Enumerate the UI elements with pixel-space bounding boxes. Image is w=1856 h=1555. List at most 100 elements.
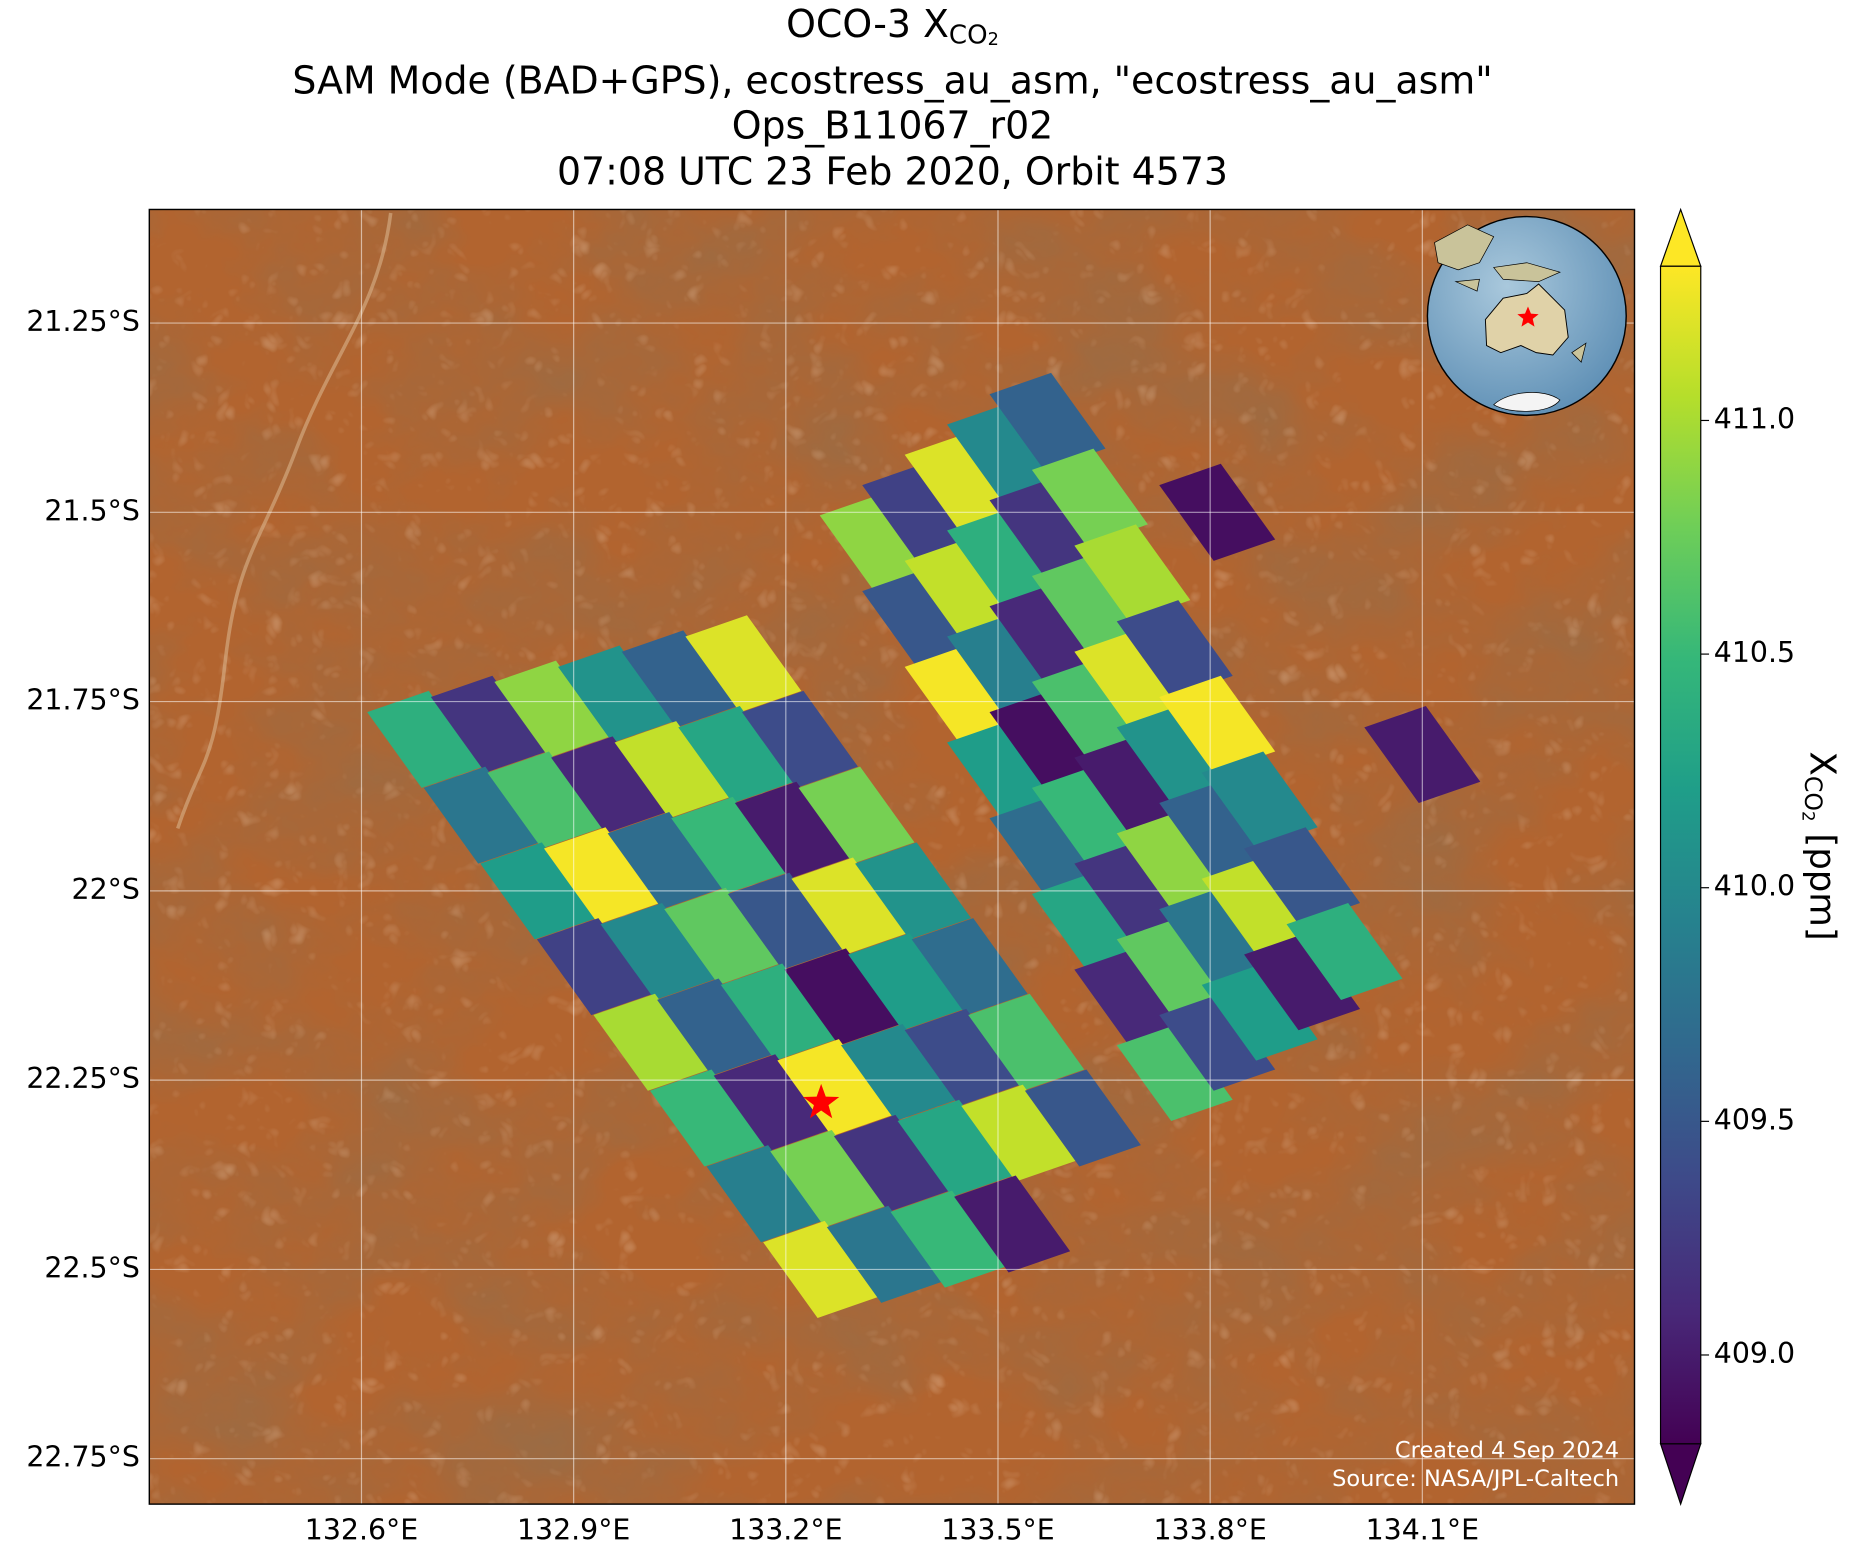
- sounding: [819, 494, 936, 592]
- sounding: [1159, 675, 1276, 773]
- sounding: [989, 690, 1106, 788]
- sounding: [593, 993, 710, 1091]
- title-text: OCO-3 X: [786, 2, 949, 46]
- colorbar-label-subsub: 2: [1799, 811, 1818, 822]
- y-tick-label: 22.75°S: [26, 1441, 140, 1474]
- sounding: [558, 645, 675, 743]
- globe-asia: [1434, 224, 1561, 292]
- sounding: [607, 812, 724, 910]
- sounding: [650, 1069, 766, 1167]
- sounding: [833, 1114, 950, 1212]
- colorbar-label-sub: CO: [1800, 776, 1828, 811]
- subtitle: Ops_B11067_r02: [732, 103, 1054, 147]
- sounding: [1201, 751, 1318, 849]
- x-tick-label: 133.8°E: [1153, 1513, 1266, 1546]
- inset-globe: [1426, 215, 1627, 417]
- sounding: [1244, 933, 1361, 1031]
- sounding: [989, 584, 1106, 682]
- sounding: [947, 509, 1064, 607]
- sounding: [897, 1099, 1014, 1197]
- colorbar-body: [1659, 265, 1702, 1445]
- sounding: [848, 933, 965, 1031]
- sounding: [1201, 963, 1318, 1061]
- colorbar-extend-top: [1659, 207, 1702, 267]
- sounding: [1286, 902, 1403, 1000]
- sounding: [713, 1054, 830, 1152]
- sounding: [614, 721, 731, 819]
- sounding: [1116, 1024, 1233, 1122]
- globe-antarctica: [1493, 392, 1561, 412]
- sounding: [1031, 766, 1148, 864]
- sounding: [911, 918, 1028, 1016]
- sounding: [536, 918, 653, 1016]
- sounding: [904, 539, 1021, 637]
- sounding: [961, 1084, 1078, 1182]
- sounding: [1031, 872, 1148, 970]
- sounding: [678, 706, 795, 804]
- sounding: [720, 963, 837, 1061]
- sounding: [430, 675, 547, 773]
- credit-line: Created 4 Sep 2024: [1395, 1437, 1619, 1463]
- sounding: [947, 403, 1064, 501]
- colorbar-tick-label: 410.0: [1714, 870, 1795, 903]
- title-main: OCO-3 XCO2: [786, 2, 999, 51]
- colorbar-extend-bottom: [1659, 1443, 1702, 1506]
- sounding: [947, 721, 1064, 819]
- sounding: [1031, 660, 1148, 758]
- y-tick-label: 21.5°S: [44, 494, 139, 527]
- sounding: [1031, 554, 1148, 652]
- globe-marker: [1517, 306, 1539, 327]
- sounding: [826, 1205, 943, 1303]
- sounding: [685, 615, 802, 713]
- subtitle: 07:08 UTC 23 Feb 2020, Orbit 4573: [557, 149, 1228, 193]
- sounding: [862, 569, 979, 667]
- sounding: [671, 796, 788, 894]
- x-tick-label: 132.9°E: [517, 1513, 630, 1546]
- y-tick-label: 21.75°S: [26, 684, 140, 717]
- y-tick-label: 21.25°S: [26, 305, 140, 338]
- x-tick-label: 132.6°E: [305, 1513, 418, 1546]
- sounding: [706, 1145, 823, 1243]
- globe-nz: [1571, 342, 1587, 363]
- sounding: [1159, 993, 1276, 1091]
- axes-frame: [148, 208, 1636, 1505]
- sounding: [657, 978, 774, 1076]
- sounding: [487, 751, 604, 849]
- y-tick-label: 22°S: [72, 873, 140, 906]
- sounding: [1159, 781, 1276, 879]
- sounding: [734, 781, 851, 879]
- colorbar-label-unit: [ppm]: [1801, 833, 1842, 940]
- sounding: [423, 766, 540, 864]
- sounding: [1244, 827, 1361, 925]
- sounding: [770, 1130, 887, 1228]
- colorbar-label-text: X: [1801, 752, 1842, 776]
- sounding: [1031, 448, 1148, 546]
- sounding: [1116, 706, 1233, 804]
- sounding: [664, 887, 781, 985]
- colorbar-tick-label: 410.5: [1714, 636, 1795, 669]
- sounding: [1159, 887, 1276, 985]
- sounding: [621, 630, 738, 728]
- sounding: [904, 433, 1021, 531]
- y-tick-label: 22.5°S: [44, 1251, 139, 1284]
- sounding: [1116, 600, 1233, 698]
- subtitle: SAM Mode (BAD+GPS), ecostress_au_asm, "e…: [292, 58, 1492, 102]
- sounding: [954, 1175, 1071, 1273]
- axis-labels: 132.6°E 132.9°E 133.2°E 133.5°E 133.8°E 134.1…: [26, 305, 1479, 1546]
- colorbar-tick-label: 409.0: [1714, 1337, 1795, 1370]
- soundings: [367, 372, 1481, 1318]
- sounding: [784, 948, 901, 1046]
- credits: Created 4 Sep 2024 Source: NASA/JPL-Calt…: [1332, 1437, 1619, 1491]
- credit-line: Source: NASA/JPL-Caltech: [1332, 1466, 1619, 1492]
- sounding: [989, 796, 1106, 894]
- x-tick-label: 134.1°E: [1366, 1513, 1479, 1546]
- sounding: [367, 690, 484, 788]
- sounding: [543, 827, 660, 925]
- sounding: [741, 690, 858, 788]
- sounding: [798, 766, 915, 864]
- sounding: [494, 660, 611, 758]
- sounding: [1024, 1069, 1141, 1167]
- sounding: [777, 1039, 894, 1137]
